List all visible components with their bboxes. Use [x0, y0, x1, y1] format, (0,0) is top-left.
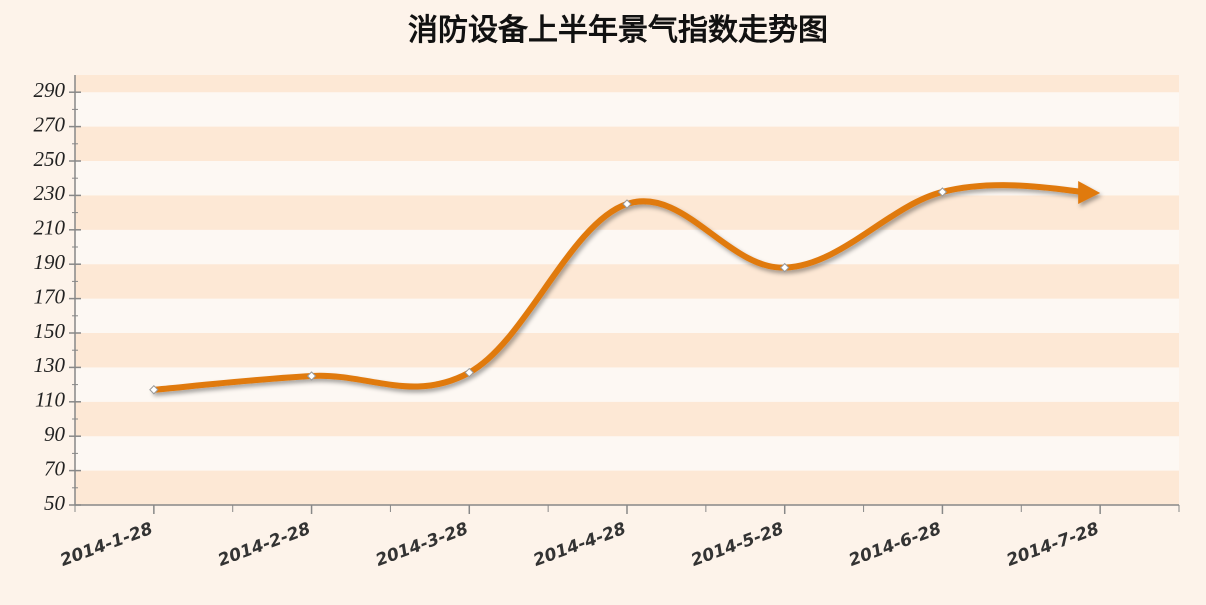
- background-band: [75, 229, 1179, 265]
- x-tick-label: 2014-1-28: [58, 519, 156, 571]
- background-band: [75, 298, 1179, 333]
- arrowhead: [1078, 180, 1101, 204]
- point-marker: [622, 199, 632, 209]
- x-tick-label: 2014-2-28: [215, 519, 313, 571]
- background-band: [75, 470, 1179, 505]
- y-tick-label: 210: [34, 216, 66, 240]
- point-marker: [306, 371, 317, 381]
- background-band: [75, 436, 1179, 471]
- y-tick-label: 50: [44, 491, 66, 515]
- point-marker: [937, 187, 948, 197]
- background-band: [75, 333, 1179, 368]
- x-tick-label: 2014-3-28: [373, 519, 471, 571]
- background-band: [75, 75, 1179, 93]
- y-tick-label: 170: [34, 284, 66, 308]
- background-band: [75, 401, 1179, 437]
- background-band: [75, 161, 1179, 196]
- background-band: [75, 367, 1179, 402]
- background-band: [75, 264, 1179, 299]
- x-tick-label: 2014-6-28: [846, 519, 944, 571]
- y-tick-label: 190: [34, 250, 66, 274]
- y-tick-label: 270: [34, 112, 66, 136]
- y-tick-label: 250: [34, 147, 66, 171]
- y-tick-label: 90: [44, 422, 66, 446]
- background-band: [75, 92, 1179, 127]
- chart-title: 消防设备上半年景气指数走势图: [408, 13, 828, 48]
- y-tick-label: 110: [35, 388, 65, 412]
- background-band: [75, 126, 1179, 161]
- y-tick-label: 290: [34, 78, 66, 102]
- point-marker: [780, 262, 790, 273]
- x-tick-label: 2014-7-28: [1004, 519, 1102, 571]
- y-tick-label: 230: [34, 181, 66, 205]
- y-tick-label: 150: [34, 319, 66, 343]
- x-tick-label: 2014-4-28: [531, 519, 629, 571]
- point-marker: [149, 385, 159, 395]
- y-tick-label: 70: [44, 456, 66, 480]
- point-marker: [464, 367, 474, 378]
- y-tick-label: 130: [34, 353, 66, 377]
- x-tick-label: 2014-5-28: [689, 519, 787, 571]
